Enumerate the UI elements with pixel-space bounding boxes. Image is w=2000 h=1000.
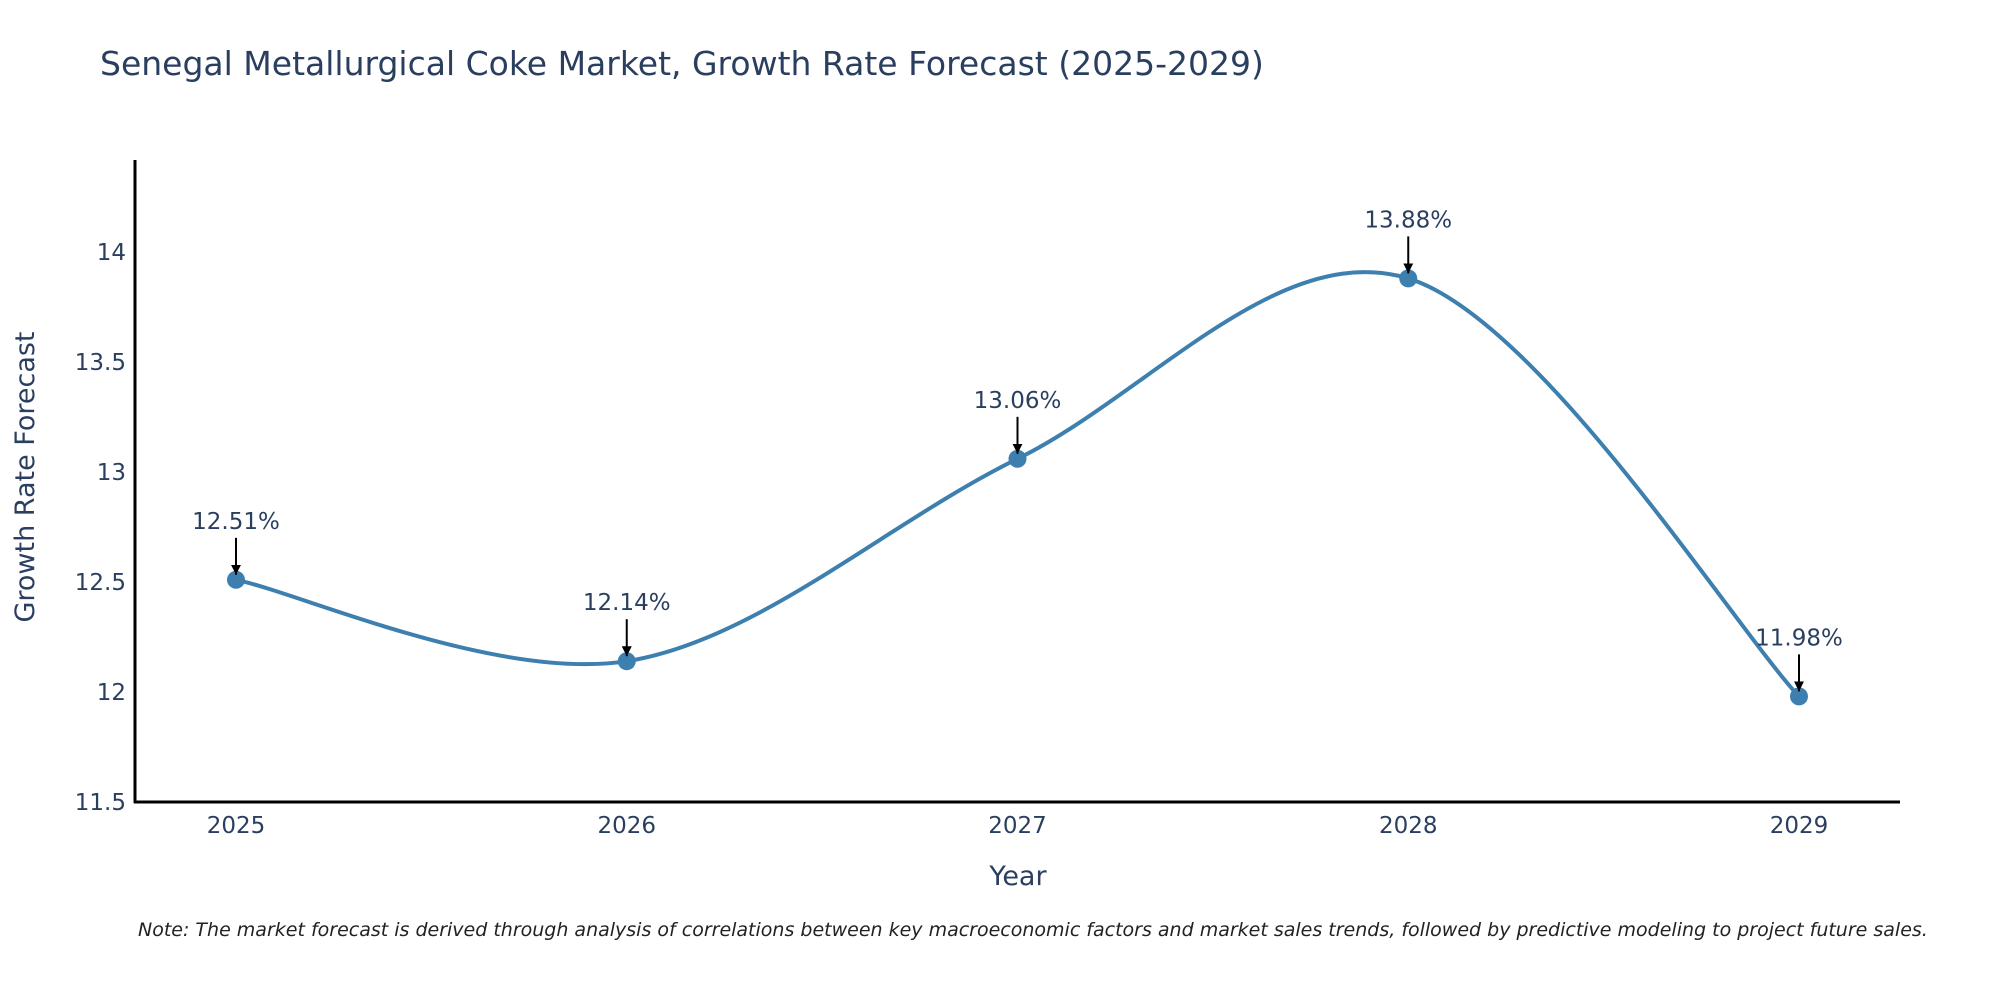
chart-title: Senegal Metallurgical Coke Market, Growt… <box>100 44 1264 83</box>
y-tick-label: 13 <box>97 460 126 486</box>
y-tick-label: 11.5 <box>75 790 126 816</box>
y-axis: 11.5 12 12.5 13 13.5 14 <box>75 160 137 816</box>
data-point <box>227 570 245 589</box>
x-tick-label: 2027 <box>988 813 1047 839</box>
y-tick-label: 12.5 <box>75 570 126 596</box>
y-tick-label: 14 <box>97 240 126 266</box>
x-axis: 2025 2026 2027 2028 2029 <box>134 800 1900 839</box>
x-tick-label: 2029 <box>1770 813 1829 839</box>
x-tick-label: 2026 <box>597 813 656 839</box>
data-label: 12.51% <box>192 509 280 535</box>
data-point <box>617 652 636 671</box>
x-axis-title: Year <box>988 861 1047 892</box>
data-label: 13.88% <box>1364 207 1452 233</box>
data-label: 13.06% <box>974 388 1062 414</box>
chart-note: Note: The market forecast is derived thr… <box>138 919 1928 941</box>
y-axis-title: Growth Rate Forecast <box>10 331 41 622</box>
data-label: 11.98% <box>1755 625 1843 651</box>
series-line <box>235 270 1801 698</box>
x-tick-label: 2025 <box>207 813 266 839</box>
series-growth-rate <box>227 269 1808 706</box>
data-point <box>1008 449 1027 468</box>
data-point <box>1790 687 1808 706</box>
y-tick-label: 12 <box>97 680 126 706</box>
data-label: 12.14% <box>583 590 671 616</box>
data-labels: 12.51% 12.14% 13.06% 13.88% 11.98% <box>192 207 1843 692</box>
y-tick-label: 13.5 <box>75 350 126 376</box>
x-tick-label: 2028 <box>1379 813 1438 839</box>
data-point <box>1399 269 1418 288</box>
